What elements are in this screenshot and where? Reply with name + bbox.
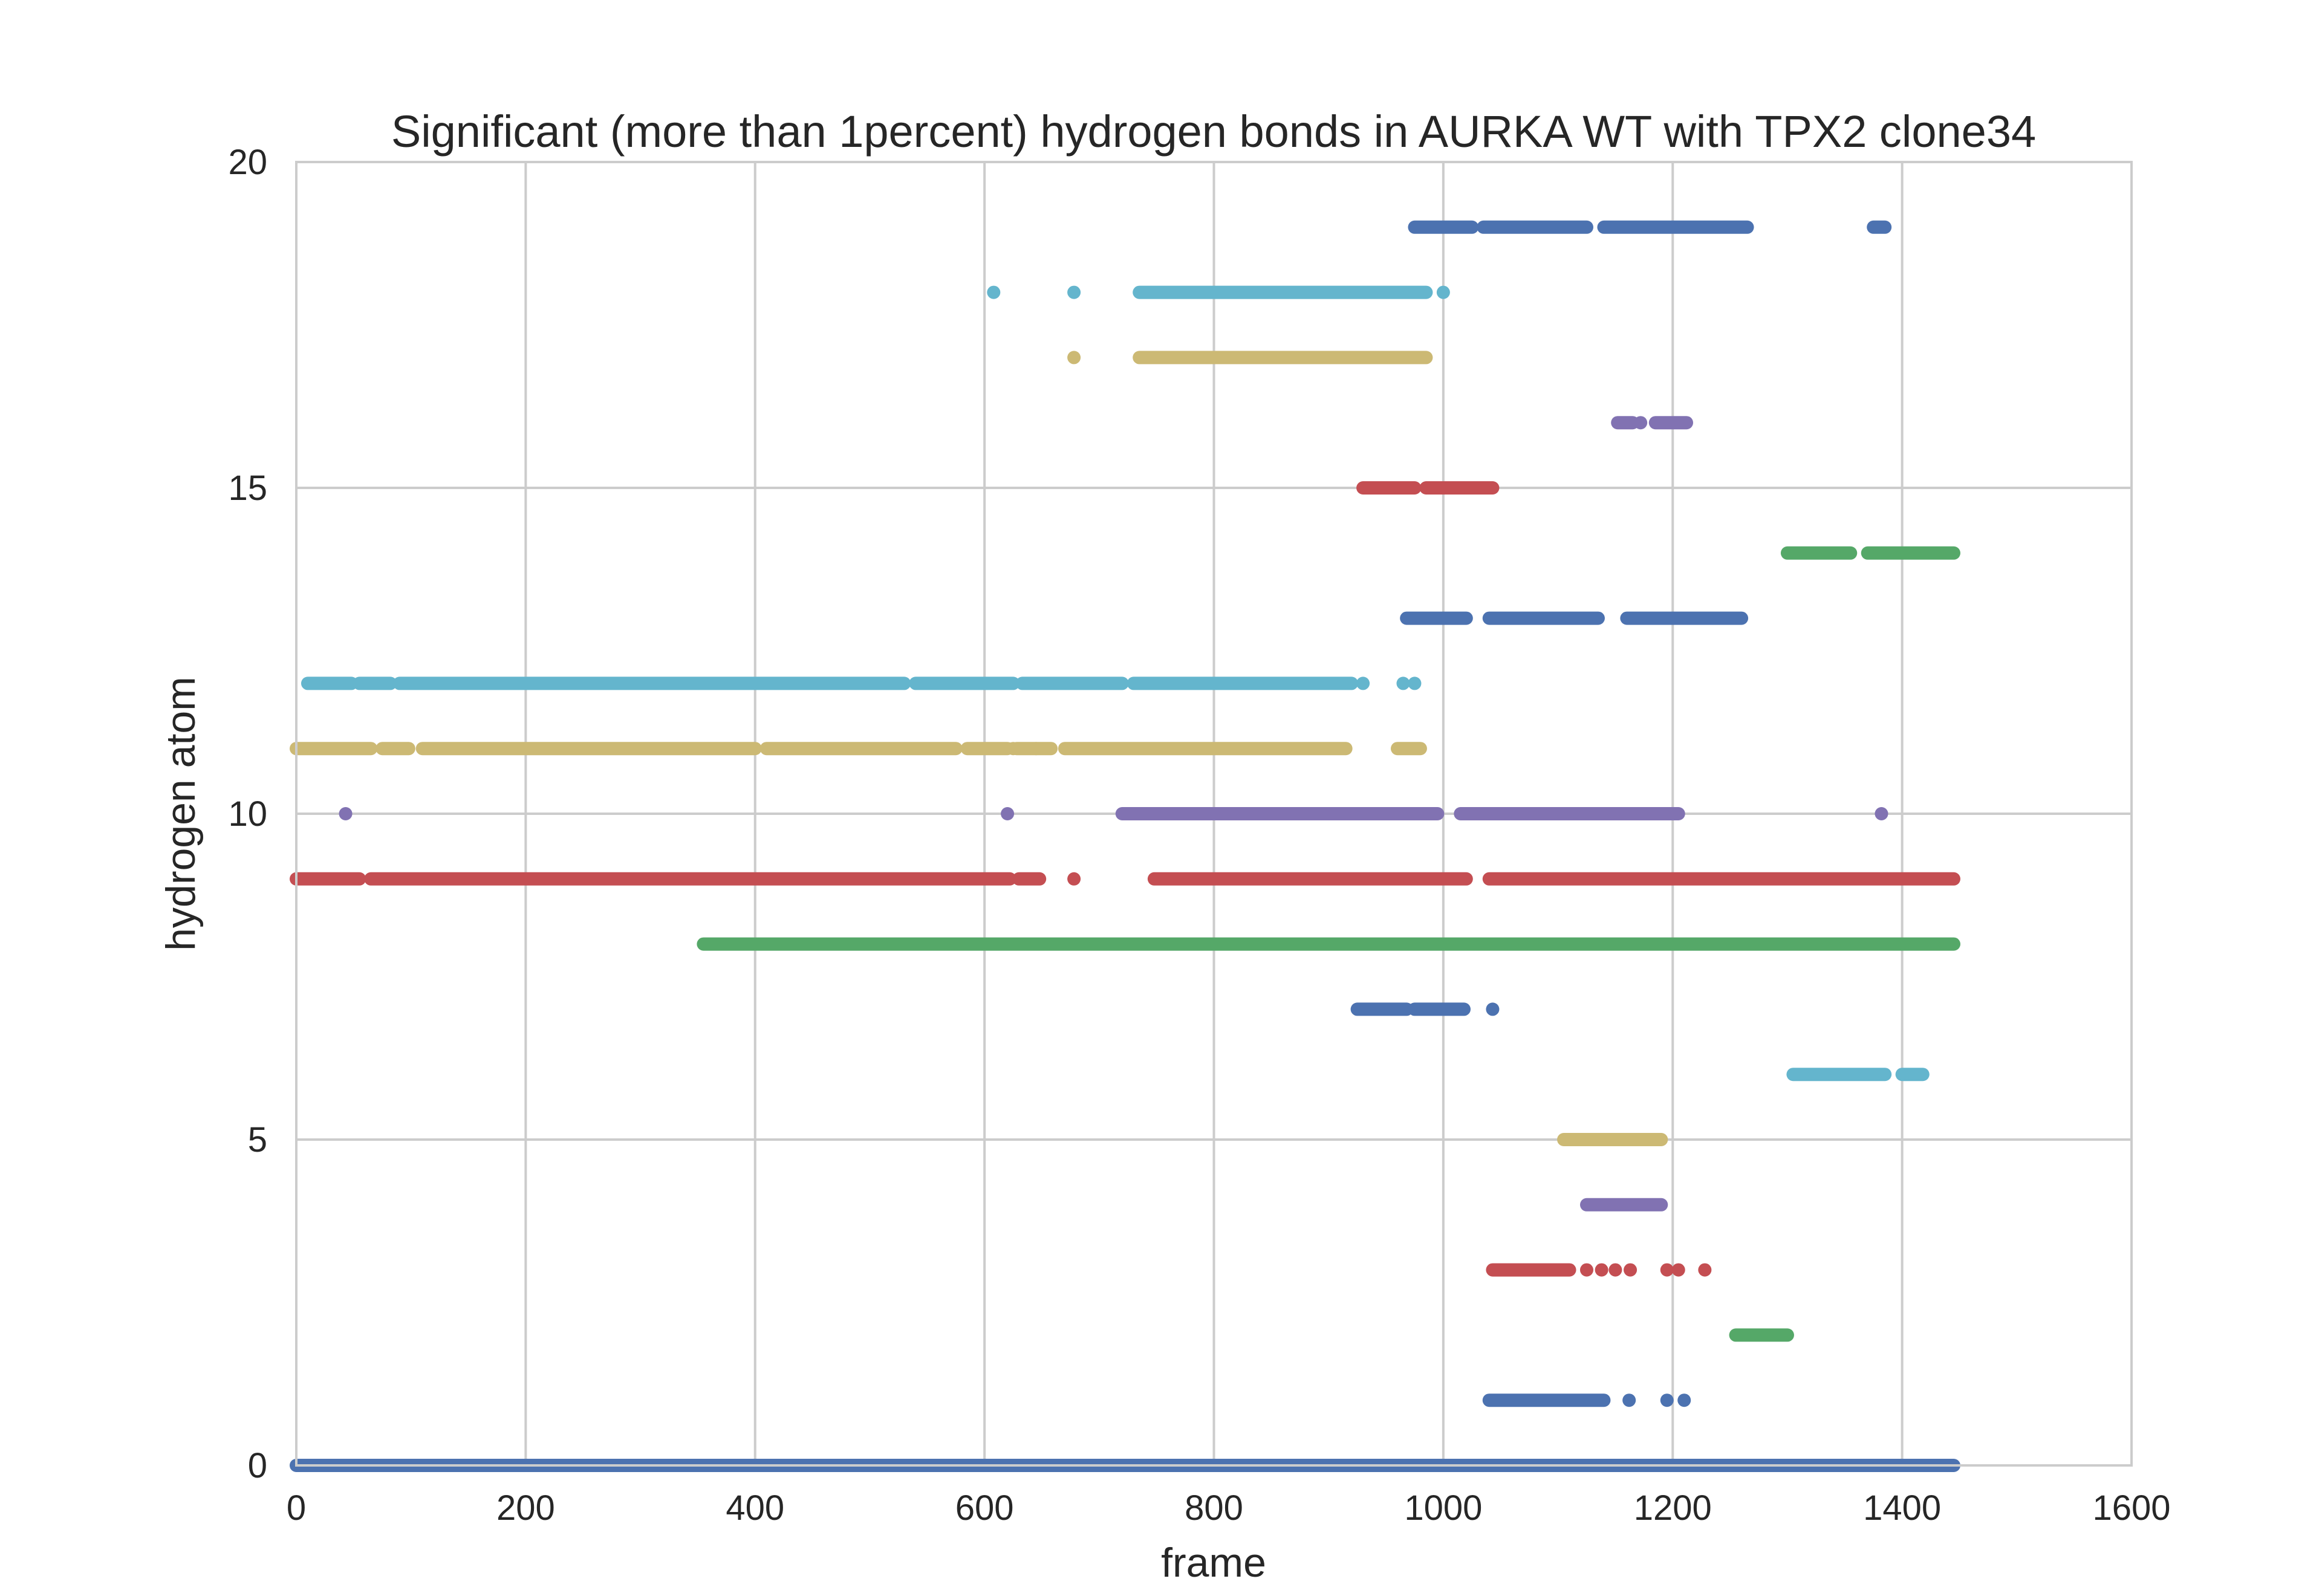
y-tick-labels: 0 5 10 15 20: [228, 143, 267, 1485]
data-point: [339, 807, 353, 820]
x-tick-label: 0: [287, 1488, 306, 1528]
x-tick-label: 600: [955, 1488, 1014, 1528]
data-point: [1634, 416, 1648, 430]
data-point: [1579, 1263, 1593, 1277]
series-row-10: [339, 807, 1888, 820]
y-tick-label: 10: [228, 794, 267, 834]
data-point: [1875, 807, 1888, 820]
data-point: [1595, 1263, 1608, 1277]
x-tick-label: 1600: [2092, 1488, 2170, 1528]
y-tick-label: 15: [228, 469, 267, 508]
data-point: [987, 285, 1001, 299]
x-tick-label: 1200: [1634, 1488, 1712, 1528]
data-point: [1396, 676, 1410, 690]
data-point: [1436, 285, 1450, 299]
data-point: [1408, 676, 1422, 690]
series-row-18: [987, 285, 1450, 299]
x-tick-label: 400: [726, 1488, 784, 1528]
x-tick-label: 800: [1185, 1488, 1243, 1528]
series-row-11: [290, 742, 1427, 756]
data-point: [1660, 1263, 1674, 1277]
x-tick-label: 1400: [1863, 1488, 1941, 1528]
data-point: [1698, 1263, 1712, 1277]
series-row-17: [1067, 351, 1433, 365]
x-tick-label: 200: [496, 1488, 555, 1528]
data-point: [1622, 1393, 1636, 1407]
chart-title: Significant (more than 1percent) hydroge…: [391, 106, 2036, 157]
y-axis-label: hydrogen atom: [158, 676, 204, 951]
data-point: [1001, 807, 1015, 820]
data-point: [1029, 742, 1043, 756]
series-row-16: [1611, 416, 1694, 430]
plot-frame: [295, 161, 2133, 1467]
data-point: [1486, 1002, 1500, 1016]
data-point: [1671, 1263, 1685, 1277]
series-row-1: [1482, 1393, 1691, 1407]
data-point: [1624, 1263, 1637, 1277]
series-row-7: [1350, 1002, 1500, 1016]
data-point: [1677, 1393, 1691, 1407]
data-point: [1067, 872, 1081, 886]
x-axis-label: frame: [1161, 1540, 1266, 1586]
series-row-12: [301, 676, 1422, 690]
x-tick-labels: 0 200 400 600 800 1000 1200 1400 1600: [287, 1488, 2171, 1528]
data-point: [1067, 285, 1081, 299]
y-tick-label: 5: [248, 1120, 267, 1160]
y-tick-label: 0: [248, 1446, 267, 1485]
series-row-9: [290, 872, 1960, 886]
data-point: [1660, 1393, 1674, 1407]
data-point: [1067, 351, 1081, 365]
series-row-3: [1486, 1263, 1712, 1277]
x-tick-label: 1000: [1404, 1488, 1482, 1528]
y-tick-label: 20: [228, 143, 267, 182]
data-point: [1608, 1263, 1622, 1277]
data-point: [1356, 676, 1370, 690]
